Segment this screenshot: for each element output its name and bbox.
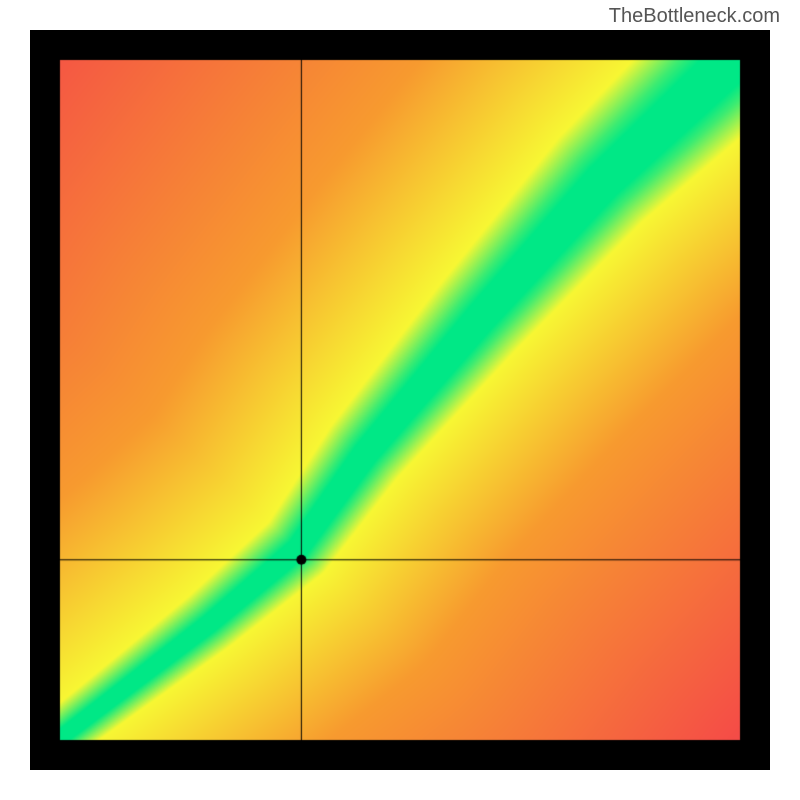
plot-area — [30, 30, 770, 770]
heatmap-canvas — [30, 30, 770, 770]
watermark-text: TheBottleneck.com — [609, 5, 780, 28]
chart-container: TheBottleneck.com — [0, 0, 800, 800]
